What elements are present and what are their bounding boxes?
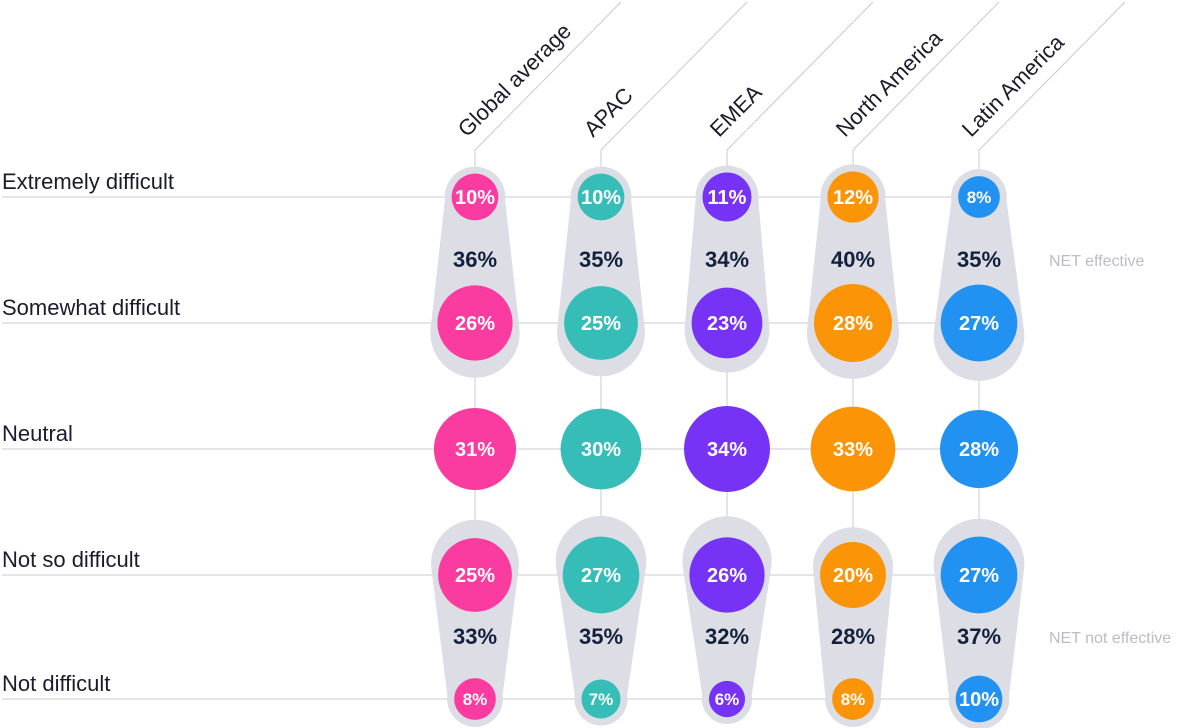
bubble-value-neutral-emea: 34%	[707, 439, 747, 461]
column-label-global-average: Global average	[453, 18, 576, 141]
bubble-not-difficult-global-average	[454, 678, 496, 720]
header-leader-apac	[600, 1, 748, 151]
bubble-extremely-difficult-north-america	[827, 171, 879, 223]
bubble-not-so-difficult-emea	[689, 537, 765, 613]
net-caption-net-not-effective: NET not effective	[1049, 630, 1171, 647]
bubble-value-extremely-difficult-apac: 10%	[581, 187, 621, 209]
bubble-value-not-difficult-emea: 6%	[715, 690, 740, 709]
row-label-not-difficult: Not difficult	[2, 671, 110, 696]
bubble-value-neutral-north-america: 33%	[833, 439, 873, 461]
bubble-value-somewhat-difficult-emea: 23%	[707, 313, 747, 335]
bubble-not-so-difficult-latin-america	[940, 536, 1018, 614]
bubble-neutral-latin-america	[939, 409, 1019, 489]
row-label-somewhat-difficult: Somewhat difficult	[2, 295, 180, 320]
bubble-value-not-so-difficult-latin-america: 27%	[959, 565, 999, 587]
bubble-not-so-difficult-north-america	[820, 542, 886, 608]
column-label-apac: APAC	[579, 83, 638, 142]
bubble-extremely-difficult-global-average	[451, 173, 499, 221]
bubble-extremely-difficult-emea	[702, 172, 752, 222]
bubble-not-difficult-north-america	[832, 678, 874, 720]
bubble-value-not-difficult-apac: 7%	[589, 690, 614, 709]
bubble-value-not-difficult-north-america: 8%	[841, 690, 866, 709]
bubble-value-extremely-difficult-latin-america: 8%	[967, 188, 992, 207]
bubbles	[433, 171, 1019, 723]
bubble-extremely-difficult-latin-america	[958, 176, 1000, 218]
column-label-north-america: North America	[831, 25, 948, 142]
bubble-value-somewhat-difficult-global-average: 26%	[455, 313, 495, 335]
bubble-value-neutral-global-average: 31%	[455, 439, 495, 461]
header-leader-emea	[726, 1, 874, 151]
bubble-value-extremely-difficult-global-average: 10%	[455, 187, 495, 209]
bubble-neutral-emea	[684, 406, 770, 492]
row-label-neutral: Neutral	[2, 421, 73, 446]
bubble-value-not-so-difficult-apac: 27%	[581, 565, 621, 587]
net-caption-net-effective: NET effective	[1049, 253, 1145, 270]
net-value-net-not-effective-latin-america: 37%	[957, 624, 1001, 649]
net-value-net-not-effective-emea: 32%	[705, 624, 749, 649]
bubble-value-not-difficult-global-average: 8%	[463, 690, 488, 709]
bubble-somewhat-difficult-global-average	[437, 285, 513, 361]
column-label-latin-america: Latin America	[957, 29, 1069, 141]
bubble-value-somewhat-difficult-north-america: 28%	[833, 313, 873, 335]
net-value-net-not-effective-apac: 35%	[579, 624, 623, 649]
bubble-not-so-difficult-apac	[562, 536, 640, 614]
bubble-value-somewhat-difficult-apac: 25%	[581, 313, 621, 335]
bubble-value-neutral-latin-america: 28%	[959, 439, 999, 461]
bubble-value-not-so-difficult-north-america: 20%	[833, 565, 873, 587]
net-value-net-not-effective-global-average: 33%	[453, 624, 497, 649]
bubble-value-not-so-difficult-global-average: 25%	[455, 565, 495, 587]
row-label-not-so-difficult: Not so difficult	[2, 547, 140, 572]
header-leader-global-average	[474, 1, 622, 151]
column-label-emea: EMEA	[705, 80, 767, 142]
bubble-not-so-difficult-global-average	[438, 538, 512, 612]
bubble-value-somewhat-difficult-latin-america: 27%	[959, 313, 999, 335]
net-value-net-effective-apac: 35%	[579, 247, 623, 272]
bubble-value-extremely-difficult-emea: 11%	[708, 187, 747, 209]
bubble-neutral-apac	[560, 408, 642, 490]
bubble-not-difficult-latin-america	[955, 675, 1003, 723]
bubble-extremely-difficult-apac	[577, 173, 625, 221]
bubble-not-difficult-apac	[581, 679, 621, 719]
net-value-net-effective-north-america: 40%	[831, 247, 875, 272]
net-value-net-not-effective-north-america: 28%	[831, 624, 875, 649]
net-value-net-effective-emea: 34%	[705, 247, 749, 272]
bubble-somewhat-difficult-emea	[691, 287, 763, 359]
header-leader-north-america	[852, 1, 1000, 151]
bubble-not-difficult-emea	[708, 680, 746, 718]
header-leader-latin-america	[978, 1, 1126, 151]
bubble-somewhat-difficult-latin-america	[940, 284, 1018, 362]
bubble-neutral-north-america	[810, 406, 896, 492]
bubble-somewhat-difficult-apac	[564, 286, 638, 360]
bubble-value-not-so-difficult-emea: 26%	[707, 565, 747, 587]
net-value-net-effective-latin-america: 35%	[957, 247, 1001, 272]
bubble-value-not-difficult-latin-america: 10%	[959, 689, 999, 711]
bubble-neutral-global-average	[433, 407, 517, 491]
bubble-value-extremely-difficult-north-america: 12%	[833, 187, 873, 209]
bubble-value-neutral-apac: 30%	[581, 439, 621, 461]
net-value-net-effective-global-average: 36%	[453, 247, 497, 272]
bubble-somewhat-difficult-north-america	[813, 283, 893, 363]
row-label-extremely-difficult: Extremely difficult	[2, 169, 174, 194]
